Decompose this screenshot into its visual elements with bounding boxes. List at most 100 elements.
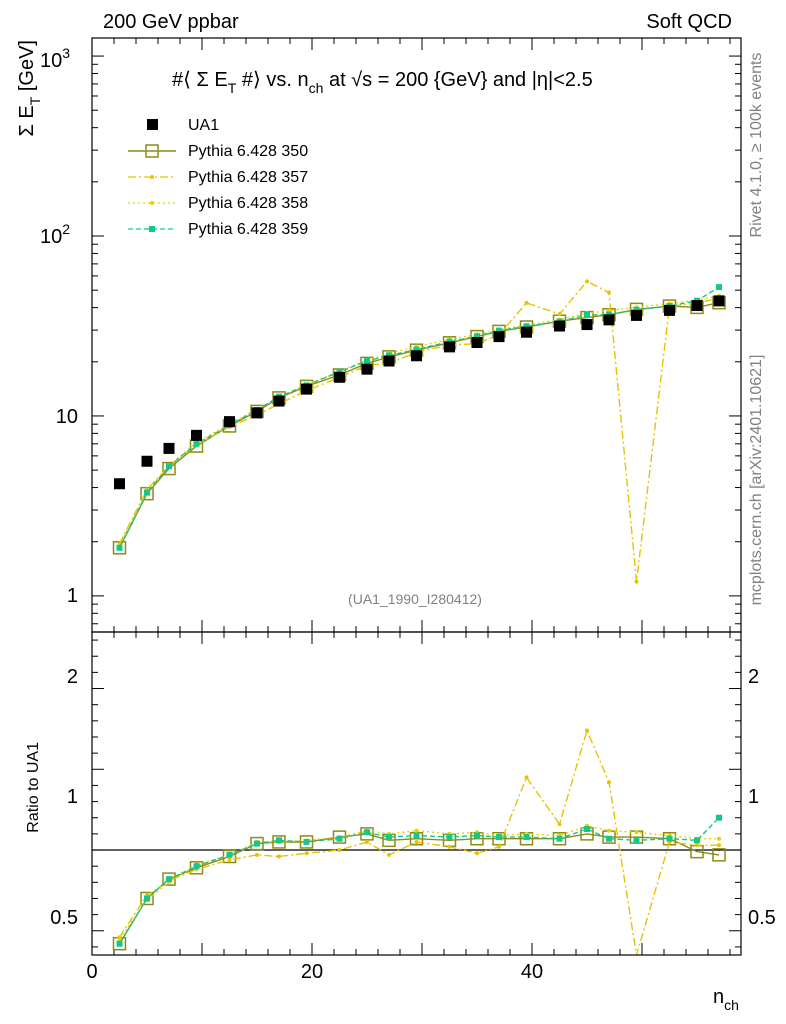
ratio-point-p359 <box>226 851 233 858</box>
ratio-point-p358 <box>117 936 122 941</box>
ratio-point-p359 <box>303 838 310 845</box>
main-point-ua1 <box>334 371 345 383</box>
main-point-p359 <box>633 306 640 313</box>
ratio-point-p359 <box>166 876 172 883</box>
ratio-point-p357 <box>365 839 369 844</box>
main-line-p359 <box>118 286 720 549</box>
ratio-point-p350 <box>492 831 506 846</box>
ratio-point-p357 <box>524 775 529 780</box>
ratio-point-p357 <box>277 854 281 859</box>
main-series-layer <box>112 279 726 584</box>
main-point-ua1 <box>163 442 175 454</box>
ratio-point-p357 <box>387 852 391 857</box>
ratio-point-p358 <box>717 836 721 841</box>
ratio-point-p359 <box>413 832 420 839</box>
legend-marker-p359 <box>149 226 155 232</box>
analysis-watermark: (UA1_1990_I280412) <box>348 591 482 607</box>
ratio-point-p350 <box>250 836 264 851</box>
ratio-point-p357 <box>414 839 419 844</box>
header-right: Soft QCD <box>646 11 732 33</box>
main-point-ua1 <box>581 319 593 331</box>
main-point-ua1 <box>631 309 642 321</box>
ratio-point-p350 <box>140 891 154 906</box>
main-point-ua1 <box>493 331 505 343</box>
main-point-ua1 <box>114 478 125 490</box>
ratio-point-p359 <box>386 834 392 841</box>
main-point-p359 <box>716 284 722 291</box>
ratio-point-p357 <box>497 844 501 849</box>
ratio-point-p359 <box>193 863 200 870</box>
ratio-ytick-label-0.5: 0.5 <box>50 907 78 929</box>
main-point-p359 <box>386 352 392 359</box>
xtick-label-20: 20 <box>301 961 323 983</box>
main-point-p359 <box>584 311 590 318</box>
ratio-point-p357 <box>475 851 479 856</box>
legend-marker-ua1 <box>147 119 158 130</box>
main-point-ua1 <box>141 455 153 467</box>
main-point-ua1 <box>713 295 725 307</box>
ratio-ylabel: Ratio to UA1 <box>25 742 42 833</box>
ratio-point-p358 <box>414 828 419 833</box>
main-point-p357 <box>524 300 529 305</box>
ratio-point-p359 <box>276 837 282 844</box>
main-point-p357 <box>557 312 562 317</box>
main-point-ua1 <box>383 355 395 367</box>
main-point-p359 <box>116 544 123 551</box>
main-point-p359 <box>193 440 200 447</box>
main-title: #⟨ Σ ET #⟩ vs. nch at √s = 200 {GeV} and… <box>172 69 593 96</box>
main-line-p358 <box>118 295 720 547</box>
main-point-ua1 <box>273 395 285 407</box>
ratio-point-p357 <box>447 844 452 849</box>
ytick-label-10: 10 <box>56 406 78 428</box>
ratio-point-p350 <box>162 872 176 886</box>
main-point-ua1 <box>411 350 422 362</box>
main-point-p350 <box>162 461 176 476</box>
ratio-point-p357 <box>695 843 699 848</box>
ratio-point-p359 <box>336 835 343 842</box>
legend-label-p350: Pythia 6.428 350 <box>188 143 308 160</box>
legend: UA1 Pythia 6.428 350 Pythia 6.428 357 Py… <box>128 117 308 238</box>
main-line-p357 <box>118 280 720 582</box>
ytick-label-100: 102 <box>40 221 70 248</box>
ratio-point-p359 <box>474 832 480 839</box>
ratio-point-p359 <box>254 840 260 847</box>
ratio-point-p359 <box>666 835 673 842</box>
main-point-ua1 <box>554 320 565 332</box>
ratio-ytick-label-2: 2 <box>67 666 78 688</box>
main-point-p359 <box>523 323 530 330</box>
main-point-p359 <box>364 358 370 365</box>
header-left: 200 GeV ppbar <box>103 11 239 33</box>
ratio-point-p359 <box>523 834 530 841</box>
main-axis-ticks <box>91 38 741 632</box>
ratio-ytick-label-1-right: 1 <box>748 786 759 808</box>
side-note-rivet: Rivet 4.1.0, ≥ 100k events <box>748 53 765 238</box>
legend-label-ua1: UA1 <box>188 117 219 134</box>
ratio-point-p359 <box>606 835 612 842</box>
main-ylabel: Σ ET [GeV] <box>16 40 43 137</box>
main-point-p359 <box>474 333 480 340</box>
xtick-label-0: 0 <box>86 961 97 983</box>
ratio-ytick-label-1: 1 <box>67 786 78 808</box>
x-axis-label: nch <box>713 986 739 1013</box>
ratio-point-p350 <box>712 848 726 862</box>
main-point-ua1 <box>603 314 615 326</box>
ratio-point-p359 <box>556 835 563 842</box>
ratio-point-p357 <box>304 851 309 856</box>
ratio-point-p359 <box>446 834 453 841</box>
ratio-point-p359 <box>716 814 722 821</box>
ratio-ytick-label-0.5-right: 0.5 <box>748 907 776 929</box>
legend-label-p359: Pythia 6.428 359 <box>188 221 308 238</box>
main-point-p359 <box>336 368 343 375</box>
ratio-line-p350 <box>118 833 720 945</box>
ratio-ytick-label-2-right: 2 <box>748 666 759 688</box>
ratio-point-p359 <box>364 829 370 836</box>
legend-label-p358: Pythia 6.428 358 <box>188 195 308 212</box>
main-point-p359 <box>496 327 502 334</box>
ratio-point-p358 <box>634 830 639 835</box>
ratio-point-p357 <box>585 728 589 733</box>
side-note-mcplots: mcplots.cern.ch [arXiv:2401.10621] <box>748 355 765 606</box>
legend-label-p357: Pythia 6.428 357 <box>188 169 308 186</box>
main-point-ua1 <box>521 326 532 338</box>
main-point-p357 <box>634 579 639 584</box>
